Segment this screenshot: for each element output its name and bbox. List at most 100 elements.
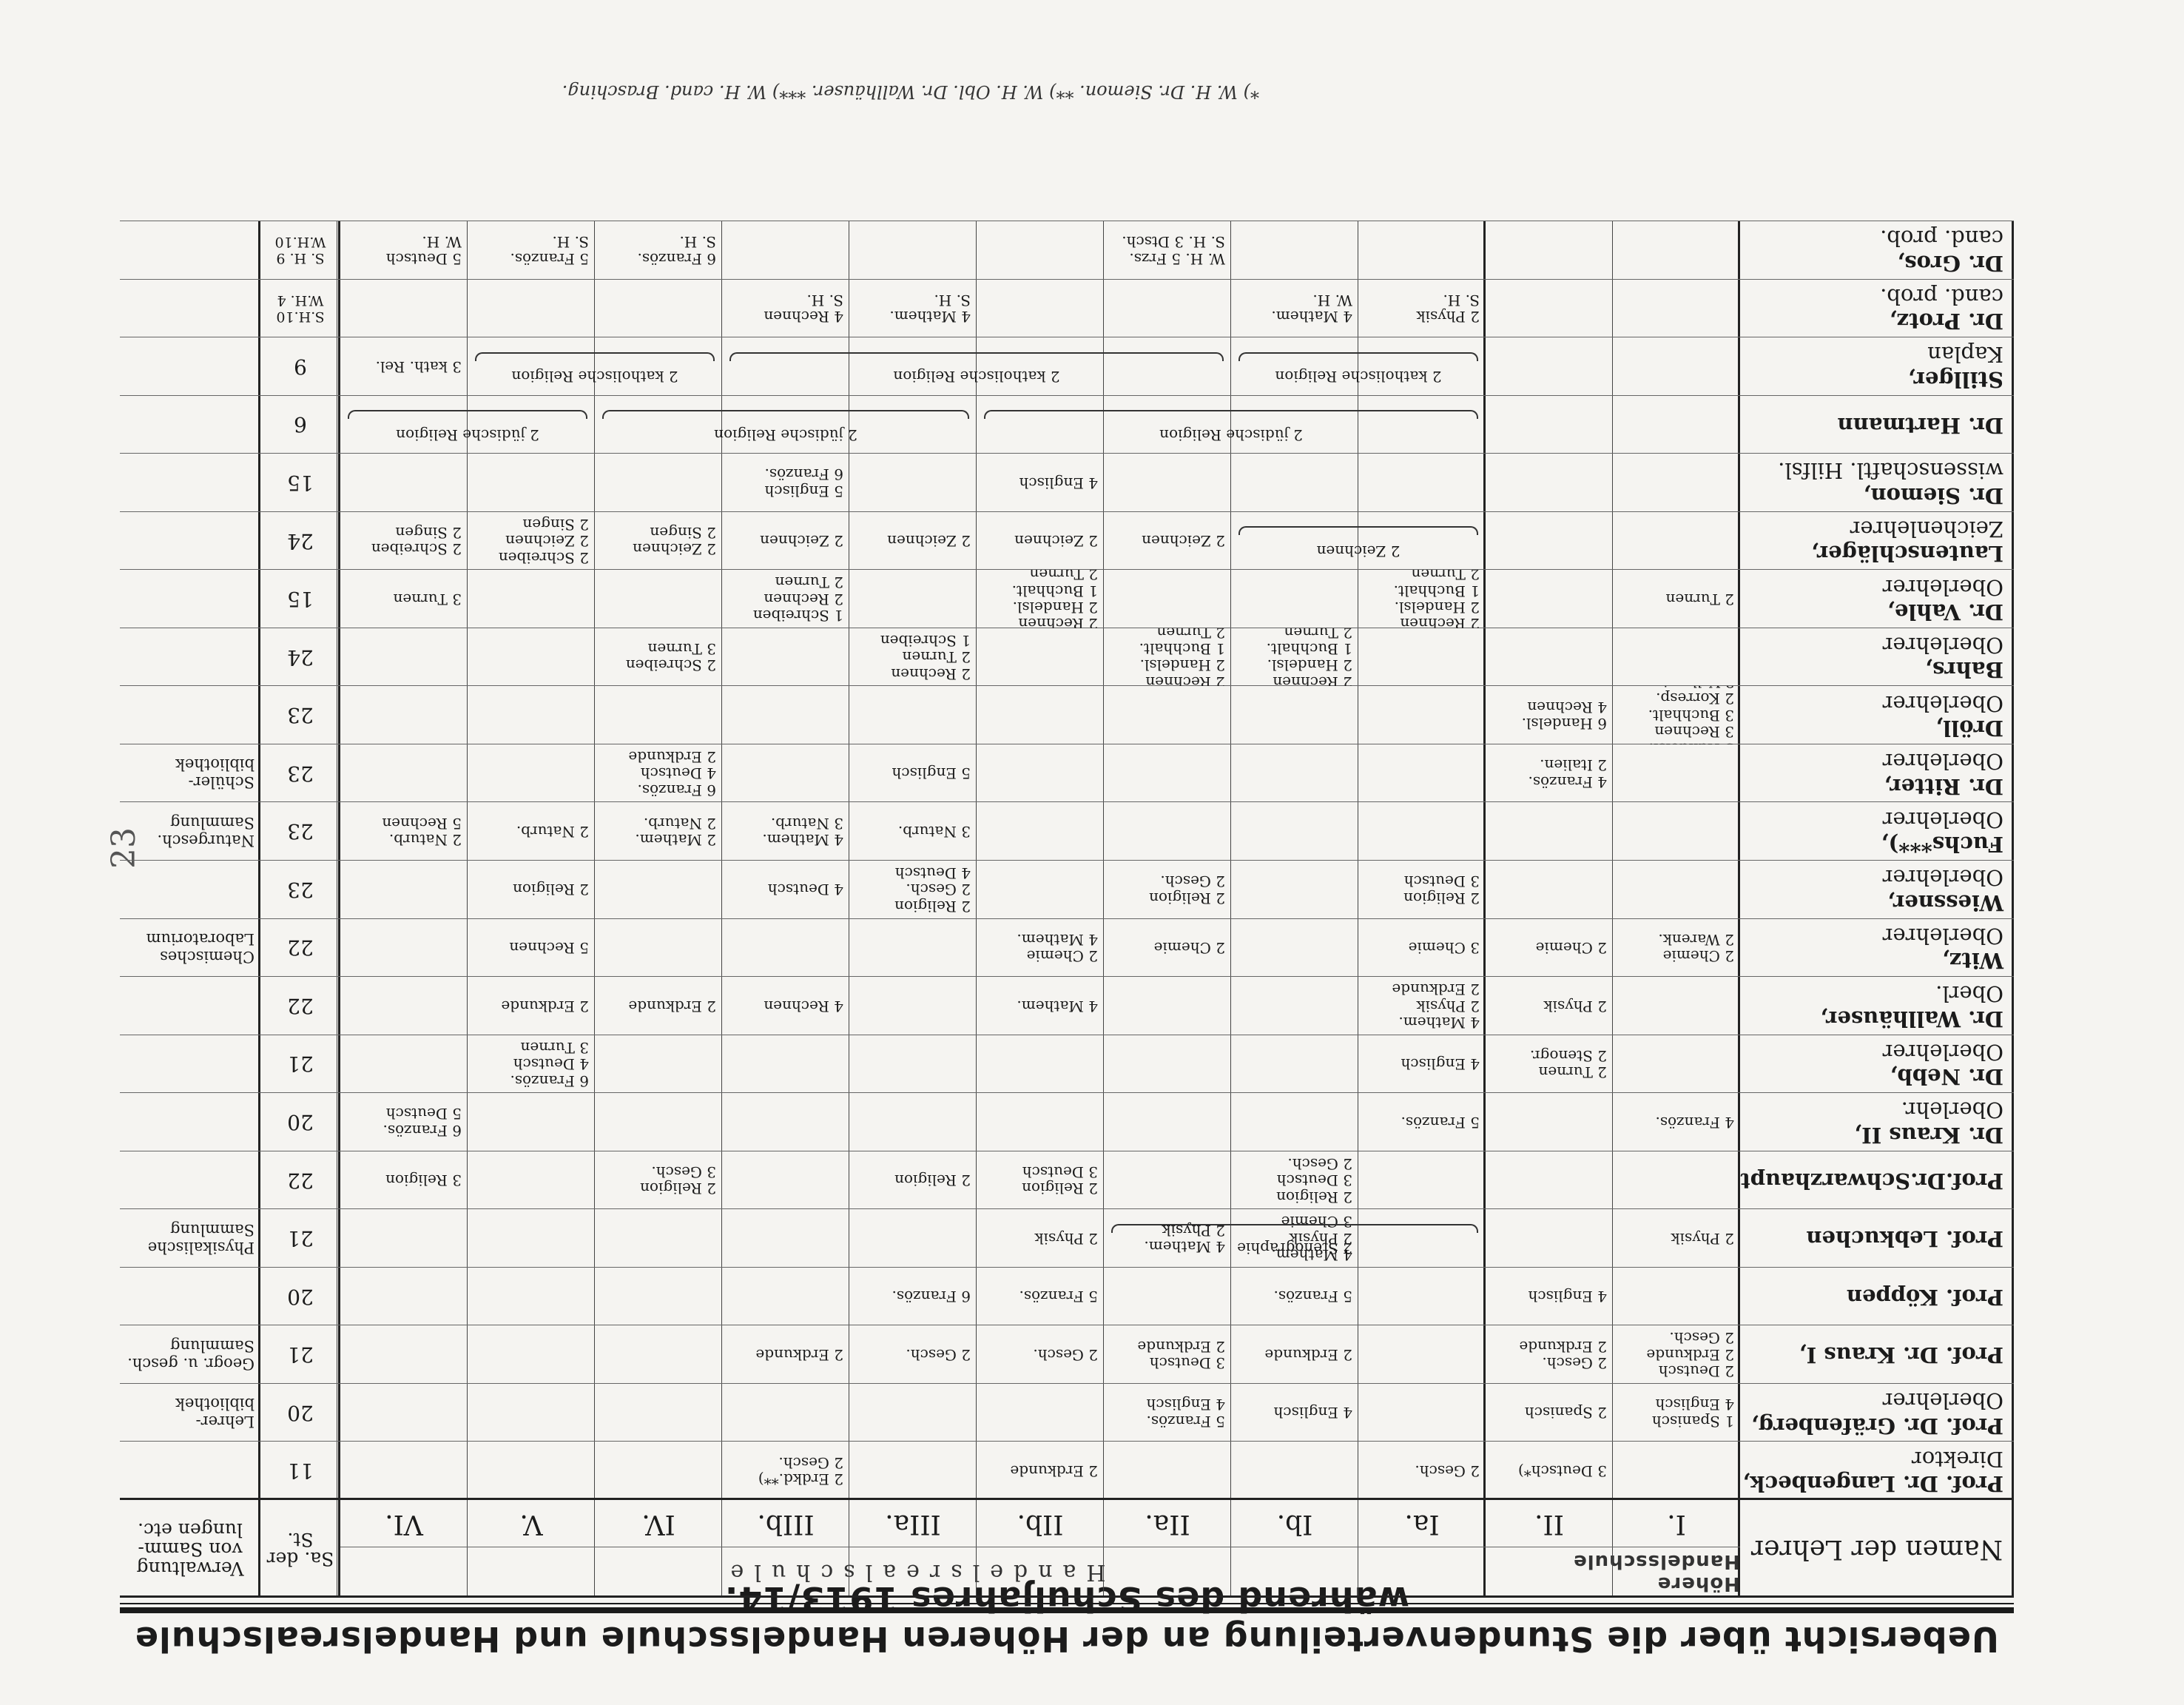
schedule-cell: 2 Erdkunde [755, 1345, 843, 1364]
teacher-name: Prof. Dr. Kraus I, [1740, 1325, 2014, 1384]
schedule-cell: 4 Mathem. S. H. [889, 291, 971, 326]
schedule-cell: 2 Turnen [1665, 590, 1734, 608]
schedule-cell: 4 Rechnen S. H. [764, 291, 843, 326]
schedule-cell: 2 Chemie 2 Warenk. [1658, 930, 1734, 966]
teacher-name: Prof. Lebkuchen [1740, 1209, 2014, 1268]
teacher-surname: Dr. Gros, [1897, 250, 2003, 276]
hours-total: 23 [287, 877, 314, 902]
teacher-name: Witz, Oberlehrer [1740, 919, 2014, 978]
collection-cell: Lehrer- bibliothek [175, 1395, 255, 1431]
schedule-cell: 2 Erdkunde [628, 997, 716, 1015]
schedule-cell: 2 Religion 2 Gesch. 4 Deutsch [894, 864, 971, 915]
teacher-title: Oberlehrer [1882, 807, 2003, 833]
schedule-cell: 2 Gesch. [1033, 1345, 1098, 1364]
teacher-surname: Prof.Dr.Schwarzhaupt [1740, 1168, 2003, 1194]
hours-total: 22 [287, 1168, 314, 1193]
schedule-cell: 2 Naturb. [516, 822, 589, 841]
schedule-span-cell: 2 jüdische Religion [396, 426, 539, 444]
teacher-name: Bahrs, Oberlehrer [1740, 628, 2014, 687]
teacher-surname: Fuchs***), [1881, 832, 2003, 858]
teacher-name: Prof.Dr.Schwarzhaupt [1740, 1151, 2014, 1210]
hours-total: 24 [287, 645, 314, 670]
hours-total: 21 [287, 1226, 314, 1251]
collection-cell: Schüler- bibliothek [175, 756, 255, 792]
schedule-cell: 4 Englisch [1273, 1404, 1352, 1422]
schedule-cell: 3 Naturb. [897, 822, 971, 841]
class-header: V. [519, 1508, 543, 1539]
collection-cell: Physikalische Sammlung [147, 1220, 255, 1257]
title-rule-thin [120, 1603, 2014, 1604]
schedule-cell: 3 Deutsch 2 Erdkunde [1137, 1337, 1225, 1373]
class-header: VI. [385, 1508, 423, 1539]
schedule-cell: 2 Spanisch [1524, 1404, 1607, 1422]
teacher-surname: Stillger, [1907, 366, 2003, 392]
schedule-cell: 2 Religion 3 Gesch. [640, 1163, 716, 1198]
teacher-name: Dr. Protz, cand. prob. [1740, 280, 2014, 338]
schedule-cell: 5 Französ. [1401, 1113, 1480, 1131]
class-header: I. [1667, 1508, 1686, 1539]
schedule-cell: 2 Religion 3 Deutsch [1403, 872, 1480, 907]
schedule-cell: 4 Englisch [1528, 1288, 1607, 1306]
schedule-span-cell: 2 Stenographie [1237, 1240, 1352, 1258]
collection-cell: Geogr. u. gesch. Sammlung [127, 1336, 255, 1373]
teacher-surname: Prof. Lebkuchen [1806, 1226, 2003, 1252]
schedule-cell: 3 Handelsl. 3 Rechnen 3 Buchhalt. 2 Korr… [1648, 686, 1734, 744]
hours-total: 20 [287, 1284, 314, 1309]
row-rule [120, 1595, 2014, 1598]
class-header: Ib. [1276, 1508, 1313, 1539]
teacher-title: Oberlehrer [1882, 865, 2003, 891]
teacher-title: Oberlehrer [1882, 749, 2003, 775]
schedule-cell: 2 Zeichnen 2 Singen [633, 524, 716, 559]
teacher-surname: Dr. Vahle, [1887, 599, 2003, 625]
class-header: IIIa. [885, 1508, 941, 1539]
schedule-cell: 4 Mathem. 2 Physik 2 Erdkunde [1392, 981, 1480, 1032]
schedule-cell: 2 Gesch. [1415, 1462, 1480, 1480]
teacher-surname: Prof. Dr. Kraus I, [1799, 1342, 2003, 1368]
schedule-cell: 3 Chemie [1408, 939, 1480, 958]
span-brace [1238, 352, 1478, 361]
schedule-cell: 2 Schreiben 2 Singen [371, 524, 462, 559]
teacher-name: Prof. Dr. Langenbeck, Direktor [1740, 1442, 2014, 1500]
teacher-title: Oberlehrer [1882, 923, 2003, 949]
schedule-cell: 6 Französ. S. H. [637, 233, 716, 268]
teacher-name: Dr. Gros, cand. prob. [1740, 221, 2014, 280]
schedule-cell: 2 Chemie [1153, 939, 1225, 958]
schedule-span-cell: 2 Zeichnen [1316, 542, 1401, 560]
schedule-cell: 3 kath. Rel. [375, 357, 462, 376]
schedule-cell: 2 Physik [1034, 1229, 1099, 1248]
schedule-cell: 2 Zeichnen [1014, 532, 1098, 551]
schedule-span-cell: 2 jüdische Religion [714, 426, 857, 444]
schedule-cell: 2 Erdkunde [1264, 1345, 1352, 1364]
teacher-surname: Wiessner, [1887, 890, 2003, 915]
hours-total: 23 [287, 819, 314, 844]
teacher-surname: Dr. Ritter, [1884, 773, 2003, 799]
span-brace [1238, 526, 1478, 536]
teacher-title: Direktor [1911, 1446, 2003, 1472]
teacher-title: cand. prob. [1880, 226, 2003, 252]
teacher-surname: Witz, [1941, 948, 2003, 974]
teacher-name: Dr. Wallhäuser, Oberl. [1740, 977, 2014, 1035]
teacher-name: Dr. Vahle, Oberlehrer [1740, 570, 2014, 628]
schedule-cell: 4 Mathem. W. H. [1271, 291, 1352, 326]
schedule-cell: 5 Englisch [892, 764, 971, 783]
schedule-cell: 6 Französ. 5 Deutsch [382, 1105, 462, 1140]
span-brace [1111, 1223, 1478, 1233]
schedule-span-cell: 2 katholische Religion [893, 368, 1060, 386]
header-verwaltung: Verwaltung von Samm-lungen etc. [136, 1519, 244, 1580]
teacher-name: Dröll, Oberlehrer [1740, 686, 2014, 744]
schedule-cell: 2 Schreiben 2 Zeichnen 2 Singen [498, 515, 589, 567]
schedule-cell: 2 Religion 3 Deutsch [1022, 1163, 1098, 1198]
schedule-cell: 6 Französ. 4 Deutsch 3 Turnen [510, 1038, 589, 1090]
schedule-cell: 1 Schreiben 2 Rechnen 2 Turnen [752, 574, 843, 625]
hours-total: S. H. 9 W.H.10 [274, 234, 326, 267]
schedule-cell: 4 Mathem. [1017, 997, 1098, 1015]
teacher-name: Dr. Nebb, Oberlehrer [1740, 1035, 2014, 1094]
teacher-surname: Lautenschläger, [1810, 541, 2003, 567]
span-brace [984, 410, 1478, 420]
schedule-cell: 2 Mathem. 2 Naturb. [635, 814, 716, 850]
schedule-cell: 2 Zeichnen [760, 532, 843, 551]
schedule-cell: 3 Deutsch*) [1517, 1462, 1607, 1480]
header-sum: Sa. der St. [266, 1529, 334, 1570]
schedule-cell: 2 Physik [1543, 997, 1608, 1015]
